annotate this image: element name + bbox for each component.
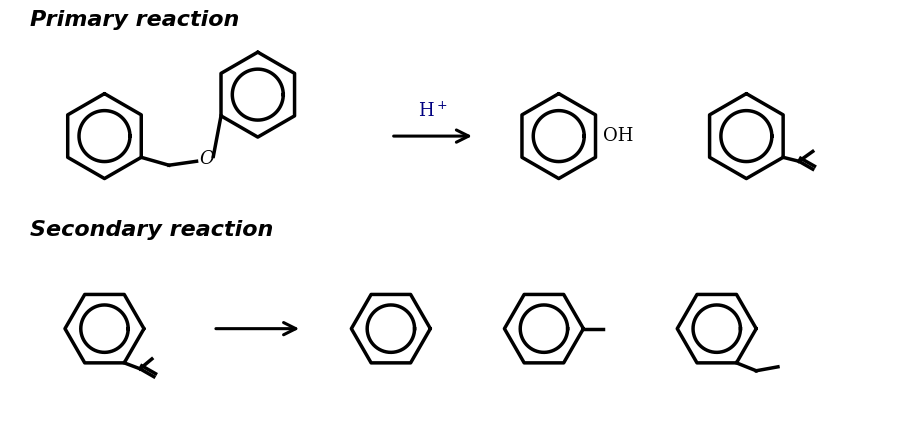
Text: Secondary reaction: Secondary reaction <box>30 220 274 240</box>
Text: O: O <box>199 150 214 168</box>
Text: Primary reaction: Primary reaction <box>30 10 240 30</box>
Text: H$^+$: H$^+$ <box>418 101 448 120</box>
Text: OH: OH <box>603 127 633 145</box>
